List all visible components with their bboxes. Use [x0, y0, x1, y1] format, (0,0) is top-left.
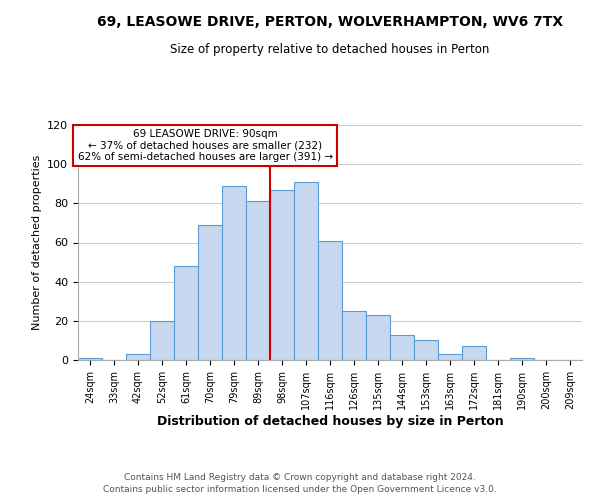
Bar — [510, 358, 534, 360]
Bar — [150, 321, 174, 360]
Bar — [294, 182, 318, 360]
Bar — [462, 346, 486, 360]
Bar — [78, 358, 102, 360]
Bar — [174, 266, 198, 360]
Bar — [366, 315, 390, 360]
Text: 69 LEASOWE DRIVE: 90sqm
← 37% of detached houses are smaller (232)
62% of semi-d: 69 LEASOWE DRIVE: 90sqm ← 37% of detache… — [77, 129, 333, 162]
Text: 69, LEASOWE DRIVE, PERTON, WOLVERHAMPTON, WV6 7TX: 69, LEASOWE DRIVE, PERTON, WOLVERHAMPTON… — [97, 15, 563, 29]
Bar — [342, 311, 366, 360]
Bar — [318, 240, 342, 360]
Bar — [126, 354, 150, 360]
Bar — [246, 202, 270, 360]
Bar — [222, 186, 246, 360]
Bar — [390, 334, 414, 360]
Bar — [414, 340, 438, 360]
Text: Size of property relative to detached houses in Perton: Size of property relative to detached ho… — [170, 42, 490, 56]
Text: Contains public sector information licensed under the Open Government Licence v3: Contains public sector information licen… — [103, 485, 497, 494]
Y-axis label: Number of detached properties: Number of detached properties — [32, 155, 41, 330]
Bar — [198, 225, 222, 360]
Bar — [438, 354, 462, 360]
Bar — [270, 190, 294, 360]
Text: Contains HM Land Registry data © Crown copyright and database right 2024.: Contains HM Land Registry data © Crown c… — [124, 472, 476, 482]
X-axis label: Distribution of detached houses by size in Perton: Distribution of detached houses by size … — [157, 414, 503, 428]
